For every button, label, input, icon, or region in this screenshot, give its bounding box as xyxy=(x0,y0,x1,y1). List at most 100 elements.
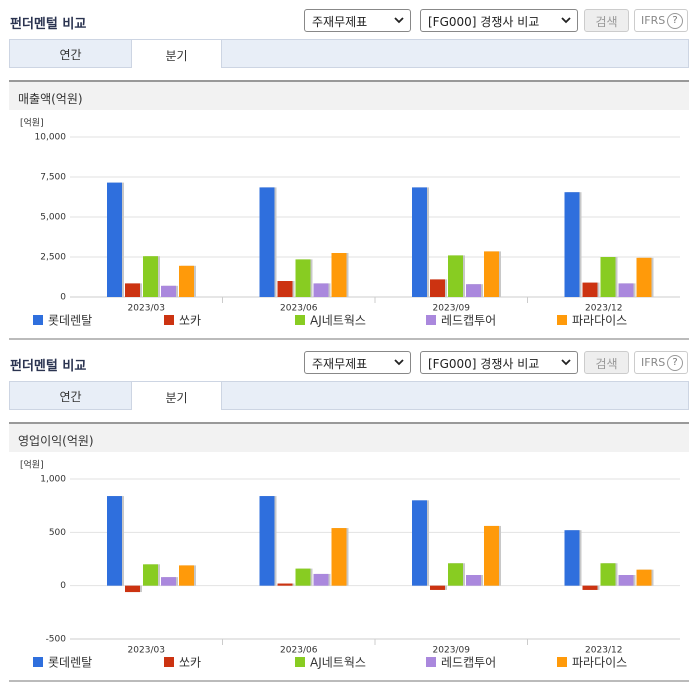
tab[interactable]: 연간 xyxy=(59,48,82,62)
bar xyxy=(600,563,616,586)
bar xyxy=(313,283,329,297)
help-icon[interactable]: ? xyxy=(667,13,683,29)
legend-swatch xyxy=(557,657,567,667)
unit-label: [억원] xyxy=(20,459,44,471)
bar xyxy=(636,569,652,586)
tab-active[interactable]: 분기 xyxy=(131,381,222,410)
help-icon[interactable]: ? xyxy=(667,355,683,371)
legend-label: 파라다이스 xyxy=(572,656,627,670)
bar xyxy=(618,283,634,297)
bar xyxy=(179,565,194,586)
y-tick-label: 5,000 xyxy=(40,213,66,223)
legend-swatch xyxy=(426,657,436,667)
legend-label: AJ네트웍스 xyxy=(310,656,366,670)
section-header: 매출액(억원) xyxy=(9,80,689,110)
bar xyxy=(430,279,445,297)
bar xyxy=(259,496,275,586)
bar xyxy=(313,573,329,586)
panel-title: 펀더멘털 비교 xyxy=(10,359,87,374)
x-tick-label: 2023/12 xyxy=(585,304,622,314)
bar xyxy=(582,585,598,590)
bar xyxy=(161,285,176,297)
legend-swatch xyxy=(164,315,174,325)
bar xyxy=(412,187,427,297)
legend-swatch xyxy=(164,657,174,667)
tab-active[interactable]: 분기 xyxy=(131,39,222,68)
bar xyxy=(618,575,634,586)
chart: [억원] -500 0 500 1,000 2023/03 2023/06 2023/09 20… xyxy=(20,459,680,670)
legend-label: 쏘카 xyxy=(179,656,201,670)
bar xyxy=(107,496,122,586)
y-tick-label: -500 xyxy=(46,635,67,645)
bar xyxy=(564,192,580,297)
bar xyxy=(143,564,158,586)
bar xyxy=(448,255,463,297)
legend-swatch xyxy=(426,315,436,325)
y-tick-label: 0 xyxy=(60,581,66,591)
x-tick-label: 2023/03 xyxy=(128,646,165,656)
chart: [억원] 0 2,500 5,000 7,500 10,000 2023/03 2023/06… xyxy=(20,117,680,328)
y-tick-label: 500 xyxy=(49,528,66,538)
section-header: 영업이익(억원) xyxy=(9,422,689,452)
bar xyxy=(331,253,347,297)
panel-bottom-line xyxy=(9,338,689,340)
legend-label: 레드캡투어 xyxy=(441,656,496,670)
statement-select[interactable]: 주재무제표 xyxy=(304,351,411,374)
bar xyxy=(448,563,463,586)
tab-bar xyxy=(9,39,689,68)
search-button[interactable]: 검색 xyxy=(584,351,629,374)
bar xyxy=(125,585,140,593)
peer-select[interactable]: [FG000] 경쟁사 비교 xyxy=(420,351,578,374)
ifrs-toggle[interactable]: IFRS? xyxy=(634,351,688,374)
bar xyxy=(331,528,347,586)
tab-bar xyxy=(9,381,689,410)
bar xyxy=(107,182,122,297)
bar xyxy=(600,257,616,297)
x-tick-label: 2023/09 xyxy=(433,646,471,656)
statement-select[interactable]: 주재무제표 xyxy=(304,9,411,32)
ifrs-label: IFRS xyxy=(641,356,666,369)
bar xyxy=(143,256,158,297)
legend-swatch xyxy=(295,657,305,667)
legend-swatch xyxy=(557,315,567,325)
y-tick-label: 0 xyxy=(60,293,66,303)
bar xyxy=(412,500,427,586)
ifrs-toggle[interactable]: IFRS? xyxy=(634,9,688,32)
bar xyxy=(636,257,652,297)
unit-label: [억원] xyxy=(20,117,44,129)
bar xyxy=(484,525,499,586)
bar xyxy=(295,568,311,586)
bar xyxy=(295,259,311,297)
legend-label: 파라다이스 xyxy=(572,314,627,328)
legend-swatch xyxy=(33,315,43,325)
bar xyxy=(277,583,293,586)
legend-label: 쏘카 xyxy=(179,314,201,328)
bar xyxy=(564,530,580,586)
chevron xyxy=(561,359,571,366)
x-tick-label: 2023/06 xyxy=(280,646,318,656)
x-tick-label: 2023/09 xyxy=(433,304,471,314)
chevron xyxy=(394,359,404,366)
tab[interactable]: 연간 xyxy=(59,390,82,404)
panel-title: 펀더멘털 비교 xyxy=(10,17,87,32)
ifrs-label: IFRS xyxy=(641,14,666,27)
legend-swatch xyxy=(295,315,305,325)
bar xyxy=(259,187,275,297)
legend-label: 롯데렌탈 xyxy=(48,656,92,670)
x-tick-label: 2023/03 xyxy=(128,304,165,314)
legend-label: AJ네트웍스 xyxy=(310,314,366,328)
bar xyxy=(125,283,140,297)
search-button[interactable]: 검색 xyxy=(584,9,629,32)
chevron xyxy=(561,17,571,24)
peer-select[interactable]: [FG000] 경쟁사 비교 xyxy=(420,9,578,32)
legend-label: 롯데렌탈 xyxy=(48,314,92,328)
bar xyxy=(466,575,481,586)
bar xyxy=(582,282,598,297)
y-tick-label: 2,500 xyxy=(40,253,66,263)
bar xyxy=(179,265,194,297)
bar xyxy=(466,284,481,297)
chevron xyxy=(394,17,404,24)
y-tick-label: 7,500 xyxy=(40,173,66,183)
x-tick-label: 2023/06 xyxy=(280,304,318,314)
bar xyxy=(277,281,293,297)
